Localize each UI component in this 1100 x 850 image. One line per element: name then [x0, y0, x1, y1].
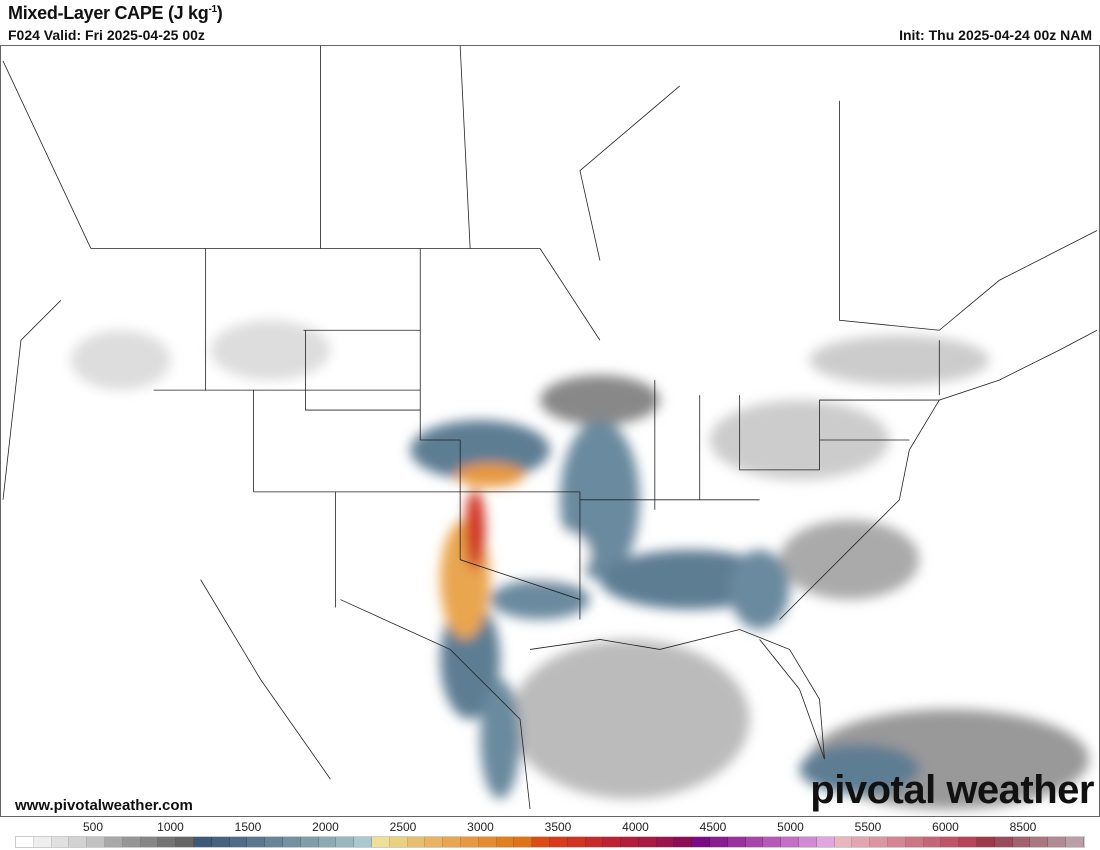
colorbar-swatch: [229, 837, 248, 847]
colorbar-swatch: [104, 837, 123, 847]
colorbar-swatch: [745, 837, 764, 847]
colorbar-swatch: [16, 837, 34, 847]
colorbar-tick-label: 4000: [622, 820, 649, 834]
colorbar-swatch: [247, 837, 266, 847]
colorbar-tick-label: 6000: [932, 820, 959, 834]
colorbar-tick-label: 4500: [699, 820, 727, 834]
map-canvas: [2, 46, 1098, 810]
colorbar-swatch: [69, 837, 88, 847]
colorbar-tick-label: 3500: [544, 820, 572, 834]
map-title: Mixed-Layer CAPE (J kg-1): [8, 3, 223, 24]
colorbar-swatch: [1048, 837, 1067, 847]
colorbar-tick-label: 5000: [777, 820, 804, 834]
cape-map[interactable]: [0, 45, 1100, 817]
colorbar-swatch: [443, 837, 461, 847]
colorbar-swatch: [211, 837, 230, 847]
colorbar-swatch: [727, 837, 746, 847]
colorbar-swatch: [621, 837, 639, 847]
colorbar-tick-label: 1500: [234, 820, 262, 834]
colorbar-swatch: [710, 837, 728, 847]
colorbar-swatch: [692, 837, 711, 847]
colorbar-swatch: [603, 837, 622, 847]
state-borders: [2, 46, 1098, 810]
colorbar-swatch: [389, 837, 408, 847]
colorbar-swatch: [460, 837, 479, 847]
colorbar-swatch: [888, 837, 906, 847]
colorbar-tick-label: 500: [82, 820, 104, 834]
valid-time: F024 Valid: Fri 2025-04-25 00z: [8, 27, 205, 43]
colorbar-tick-label: 8500: [1009, 820, 1037, 834]
colorbar-swatch: [51, 837, 70, 847]
colorbar-swatch: [496, 837, 515, 847]
init-time: Init: Thu 2025-04-24 00z NAM: [899, 27, 1092, 43]
map-title-exponent: -1: [208, 4, 217, 15]
colorbar-tick-label: 1000: [157, 820, 184, 834]
colorbar-swatch: [318, 837, 337, 847]
colorbar-swatch: [674, 837, 693, 847]
colorbar-swatch: [799, 837, 817, 847]
colorbar-swatch: [514, 837, 533, 847]
colorbar-swatch: [977, 837, 995, 847]
colorbar-swatch: [870, 837, 889, 847]
colorbar-tick-label: 3000: [467, 820, 494, 834]
colorbar-swatch: [994, 837, 1013, 847]
colorbar-swatch: [354, 837, 372, 847]
website-label: www.pivotalweather.com: [15, 797, 193, 814]
colorbar-swatch: [158, 837, 177, 847]
colorbar-swatch: [1066, 837, 1084, 847]
colorbar-swatch: [585, 837, 604, 847]
colorbar-swatch: [763, 837, 782, 847]
colorbar-swatch: [193, 837, 212, 847]
colorbar-swatch: [834, 837, 853, 847]
colorbar-swatch: [549, 837, 568, 847]
colorbar-swatch: [1030, 837, 1049, 847]
colorbar-swatch: [478, 837, 497, 847]
colorbar-swatch: [140, 837, 159, 847]
colorbar-swatch: [33, 837, 52, 847]
colorbar-swatch: [656, 837, 675, 847]
colorbar-swatch: [816, 837, 835, 847]
colorbar-swatch: [905, 837, 924, 847]
colorbar-swatch: [176, 837, 194, 847]
colorbar-swatch: [282, 837, 301, 847]
colorbar-swatch: [122, 837, 141, 847]
colorbar-tick-label: 5500: [854, 820, 882, 834]
colorbar-swatch: [852, 837, 871, 847]
colorbar: [15, 836, 1085, 848]
colorbar-tick-label: 2000: [312, 820, 339, 834]
colorbar-swatch: [781, 837, 800, 847]
colorbar-swatch: [638, 837, 657, 847]
colorbar-swatch: [425, 837, 444, 847]
colorbar-swatch: [959, 837, 978, 847]
colorbar-labels: 500 1000 1500 2000 2500 3000 3500 4000 4500 5000 5…: [0, 820, 1100, 834]
colorbar-swatch: [371, 837, 390, 847]
colorbar-swatch: [567, 837, 586, 847]
cape-shading: [70, 320, 1090, 810]
colorbar-swatch: [532, 837, 550, 847]
colorbar-swatch: [87, 837, 105, 847]
colorbar-swatch: [407, 837, 426, 847]
pivotal-weather-watermark: pivotal weather: [810, 768, 1094, 812]
colorbar-swatch: [300, 837, 319, 847]
colorbar-swatch: [923, 837, 942, 847]
colorbar-swatch: [941, 837, 960, 847]
colorbar-tick-label: 2500: [389, 820, 417, 834]
colorbar-swatch: [1012, 837, 1031, 847]
colorbar-swatch: [336, 837, 355, 847]
map-title-end: ): [216, 3, 223, 23]
colorbar-swatch: [265, 837, 283, 847]
map-title-text: Mixed-Layer CAPE (J kg: [8, 3, 209, 23]
